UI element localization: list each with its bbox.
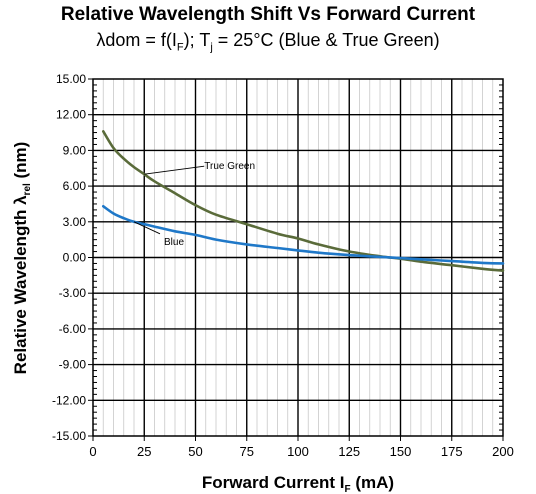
y-tick-label: 0.00	[63, 251, 87, 265]
annotation-label: True Green	[204, 161, 255, 172]
x-axis-label: Forward Current IF (mA)	[202, 473, 394, 494]
x-tick-label: 200	[492, 444, 514, 459]
series-line-blue	[102, 205, 505, 265]
annotation-leader	[133, 221, 161, 235]
annotation-leader	[144, 165, 205, 175]
x-tick-label: 0	[89, 444, 96, 459]
x-tick-label: 50	[188, 444, 202, 459]
subtitle-part: λdom = f(I	[96, 30, 177, 50]
y-tick-label: 12.00	[56, 108, 86, 122]
subtitle-part: = 25°C (Blue & True Green)	[212, 30, 440, 50]
y-tick-label: 9.00	[63, 143, 87, 157]
chart-subtitle: λdom = f(IF); Tj = 25°C (Blue & True Gre…	[0, 30, 536, 54]
y-tick-label: -9.00	[59, 358, 87, 372]
y-tick-label: -12.00	[52, 393, 86, 407]
y-tick-label: -6.00	[59, 322, 87, 336]
subtitle-part: ); T	[183, 30, 211, 50]
annotation-label: Blue	[164, 237, 184, 248]
chart-title: Relative Wavelength Shift Vs Forward Cur…	[60, 4, 476, 25]
y-tick-label: 6.00	[63, 179, 87, 193]
x-tick-label: 100	[287, 444, 309, 459]
subtitle-subscript: F	[176, 41, 184, 54]
y-tick-label: 3.00	[63, 215, 87, 229]
x-tick-label: 175	[441, 444, 463, 459]
subtitle-subscript: j	[210, 41, 213, 54]
x-tick-label: 150	[390, 444, 412, 459]
x-tick-label: 125	[338, 444, 360, 459]
y-axis-label: Relative Wavelength λrel (nm)	[11, 142, 33, 375]
y-tick-label: -15.00	[52, 429, 86, 443]
x-tick-label: 75	[240, 444, 254, 459]
y-tick-label: 15.00	[56, 72, 86, 86]
y-tick-label: -3.00	[59, 286, 87, 300]
x-tick-label: 25	[137, 444, 151, 459]
series-line-true-green	[102, 130, 505, 272]
